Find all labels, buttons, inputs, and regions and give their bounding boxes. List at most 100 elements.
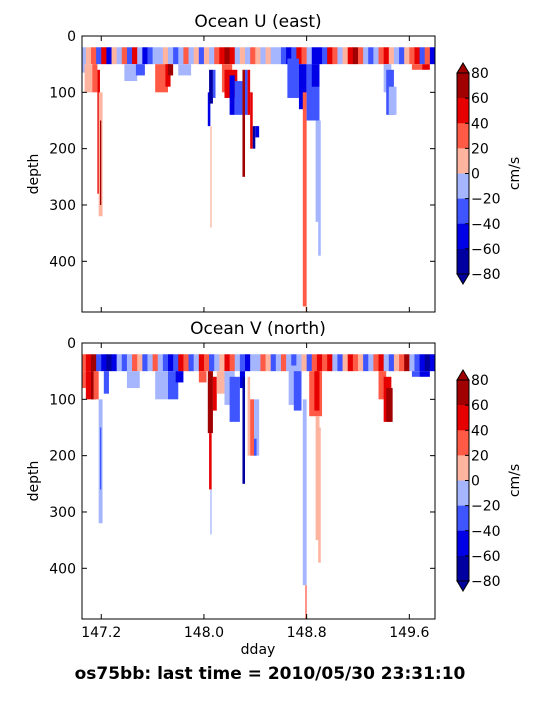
- heatmap-cell: [229, 376, 240, 422]
- heatmap-cell-surface: [388, 354, 395, 372]
- y-axis-ticks: 0 100 200 300 400: [49, 336, 435, 577]
- heatmap-cell-surface: [137, 354, 143, 372]
- colorbar-tick-label: 60: [471, 398, 489, 414]
- heatmap-cell-surface: [183, 354, 189, 372]
- colorbar-tick-label: 60: [471, 91, 489, 107]
- colorbar-swatch: [457, 430, 469, 456]
- heatmap-cell-surface: [126, 47, 133, 65]
- heatmap-cell: [135, 64, 145, 76]
- heatmap-cell-surface: [352, 354, 359, 372]
- heatmap-cell: [207, 371, 213, 434]
- heatmap-cell: [419, 371, 430, 377]
- heatmap-cell-surface: [373, 47, 379, 65]
- colorbar-tick-label: −40: [471, 524, 501, 540]
- heatmap-cells: [82, 354, 436, 619]
- heatmap-cell-surface: [265, 354, 272, 372]
- heatmap-cell-surface: [147, 47, 153, 65]
- heatmap-cell-surface: [337, 47, 343, 65]
- heatmap-cell-surface: [147, 354, 153, 372]
- heatmap-cell-surface: [327, 354, 333, 372]
- colorbar-tick-label: 0: [471, 474, 480, 490]
- heatmap-cell-surface: [234, 47, 241, 65]
- heatmap-cell-surface: [296, 47, 302, 65]
- heatmap-cell-surface: [188, 47, 195, 65]
- heatmap-cell-surface: [265, 47, 272, 65]
- heatmap-cell-surface: [347, 47, 354, 65]
- colorbar-tick-label: 40: [471, 116, 489, 132]
- colorbar-extend-max: [456, 369, 470, 381]
- heatmap-cell-surface: [152, 47, 159, 65]
- heatmap-cell-surface: [414, 354, 420, 372]
- colorbar-extend-max: [456, 62, 470, 74]
- heatmap-cell-surface: [383, 47, 390, 65]
- colorbar-tick-label: 40: [471, 423, 489, 439]
- chart-title-ocean-v: Ocean V (north): [190, 319, 326, 339]
- heatmap-cell-surface: [409, 47, 415, 65]
- colorbar-tick-label: 80: [471, 66, 489, 82]
- heatmap-cell: [124, 64, 138, 82]
- heatmap-cell-surface: [183, 47, 189, 65]
- heatmap-cell: [207, 92, 211, 127]
- heatmap-cell-surface: [255, 354, 261, 372]
- heatmap-cell: [250, 92, 253, 149]
- colorbar-extend-min: [456, 580, 470, 592]
- figure-title: os75bb: last time = 2010/05/30 23:31:10: [74, 664, 466, 684]
- heatmap-cell-surface: [363, 47, 369, 65]
- heatmap-cell-surface: [311, 354, 318, 372]
- heatmap-cell-surface: [342, 47, 349, 65]
- heatmap-cell: [318, 427, 321, 563]
- x-tick-label: 147.2: [81, 625, 121, 641]
- colorbar-extend-min: [456, 273, 470, 285]
- heatmap-cell-surface: [260, 354, 266, 372]
- heatmap-cell-surface: [429, 47, 436, 65]
- heatmap-cell-surface: [404, 47, 410, 65]
- heatmap-cell-surface: [383, 354, 390, 372]
- heatmap-cell-surface: [198, 47, 205, 65]
- heatmap-cell: [388, 86, 397, 115]
- heatmap-cell-surface: [82, 47, 87, 65]
- heatmap-cell: [210, 126, 212, 228]
- heatmap-cell-surface: [388, 47, 395, 65]
- heatmap-cell-surface: [311, 47, 318, 65]
- colorbar-swatch: [457, 455, 469, 481]
- heatmap-cell: [378, 371, 387, 400]
- colorbar-swatch: [457, 555, 469, 582]
- heatmap-cell: [229, 75, 235, 115]
- colorbar-swatch: [457, 73, 469, 99]
- heatmap-cell-surface: [409, 354, 415, 372]
- y-tick-label: 300: [49, 198, 76, 214]
- heatmap-cell: [302, 399, 307, 586]
- heatmap-cell-surface: [424, 354, 431, 372]
- heatmap-cell-surface: [111, 47, 118, 65]
- heatmap-cell: [210, 489, 212, 535]
- heatmap-cell-surface: [337, 354, 343, 372]
- heatmap-cell-surface: [132, 354, 138, 372]
- y-tick-label: 100: [49, 85, 76, 101]
- heatmap-cell-surface: [229, 47, 236, 65]
- heatmap-cell: [314, 371, 320, 411]
- heatmap-cell-surface: [137, 47, 143, 65]
- heatmap-cell-surface: [209, 354, 215, 372]
- colorbar-tick-label: −60: [471, 242, 501, 258]
- heatmap-cell-surface: [85, 47, 92, 65]
- heatmap-cell-surface: [250, 47, 256, 65]
- heatmap-cell-surface: [168, 354, 174, 372]
- y-tick-label: 100: [49, 392, 76, 408]
- heatmap-cell: [386, 388, 393, 422]
- heatmap-cell: [85, 371, 94, 400]
- heatmap-cell-surface: [378, 47, 385, 65]
- heatmap-cell: [287, 58, 299, 98]
- y-axis-ticks: 0 100 200 300 400: [49, 29, 435, 270]
- heatmap-cell-surface: [173, 47, 179, 65]
- heatmap-cell: [315, 416, 320, 541]
- heatmap-cell-surface: [209, 47, 215, 65]
- heatmap-cell-surface: [378, 354, 385, 372]
- colorbar: −80 −60 −40 −20 0 20 40 60 80 cm/s: [456, 62, 523, 285]
- heatmap-cell: [93, 371, 99, 400]
- heatmap-cell-surface: [142, 47, 148, 65]
- heatmap-cell-surface: [152, 354, 159, 372]
- heatmap-cell: [155, 64, 169, 93]
- heatmap-cell-surface: [96, 354, 102, 372]
- heatmap-cell: [155, 371, 169, 400]
